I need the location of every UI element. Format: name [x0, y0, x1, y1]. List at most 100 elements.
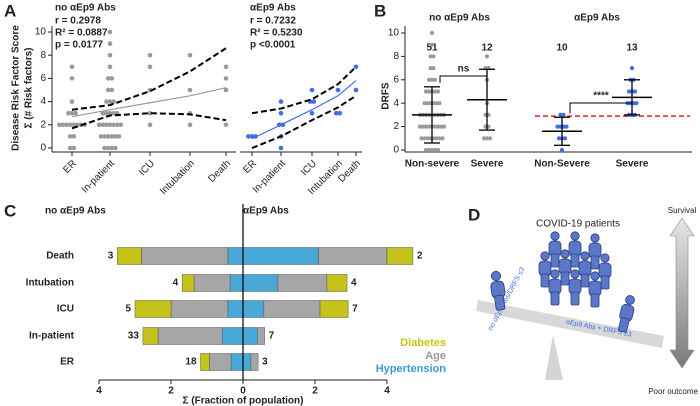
- data-point: [113, 134, 118, 139]
- x-tick-label: Severe: [616, 159, 649, 170]
- count-label: 10: [556, 43, 568, 54]
- bar-segment: [227, 300, 244, 318]
- data-point: [423, 89, 429, 94]
- data-point: [187, 87, 193, 93]
- data-point: [100, 122, 106, 128]
- data-point: [335, 87, 341, 93]
- person-legs: [617, 317, 630, 333]
- count-label: 5: [125, 304, 131, 315]
- person-head: [625, 295, 635, 305]
- y-axis-label: DRFS: [381, 82, 392, 110]
- data-point: [420, 124, 426, 129]
- bar-segment: [181, 274, 195, 292]
- data-point: [426, 147, 432, 153]
- data-point: [564, 124, 569, 129]
- data-point: [555, 124, 560, 129]
- person-icon: [588, 233, 602, 270]
- data-point: [437, 136, 442, 141]
- data-point: [481, 136, 487, 141]
- panel-label: C: [4, 201, 16, 220]
- stat-text: p = 0.0177: [55, 40, 104, 51]
- data-point: [487, 136, 493, 141]
- data-point: [562, 136, 568, 141]
- person-head: [600, 253, 610, 263]
- x-tick-label: ICU: [299, 158, 319, 178]
- data-point: [147, 64, 153, 70]
- y-tick-label: 10: [388, 28, 400, 39]
- y-tick-label: 4: [40, 96, 46, 107]
- data-point: [102, 145, 107, 151]
- data-point: [333, 110, 339, 116]
- x-tick-label: Intubation: [158, 158, 197, 197]
- person-head: [580, 251, 590, 261]
- y-tick-label: 4: [393, 98, 399, 109]
- data-point: [309, 87, 315, 93]
- data-point: [96, 122, 102, 128]
- bar-segment: [242, 353, 252, 371]
- x-tick-label: 4: [96, 386, 102, 397]
- data-point: [67, 122, 73, 128]
- data-point: [114, 122, 120, 128]
- bar-segment: [277, 274, 328, 292]
- data-point: [429, 42, 435, 47]
- data-point: [417, 124, 423, 129]
- count-label: 7: [352, 304, 358, 315]
- group-header: αEp9 Abs: [250, 3, 296, 14]
- data-point: [435, 89, 441, 94]
- bottom-label: Poor outcome: [648, 387, 698, 396]
- x-tick-label: In-patient: [80, 158, 117, 195]
- data-point: [105, 145, 111, 151]
- person-icon: [548, 231, 562, 268]
- data-point: [561, 112, 566, 117]
- y-tick-label: 8: [40, 50, 46, 61]
- data-point: [107, 52, 113, 58]
- data-point: [353, 64, 359, 70]
- y-tick-label: 2: [40, 119, 46, 130]
- data-point: [422, 101, 427, 106]
- data-point: [69, 76, 75, 81]
- data-point: [109, 76, 115, 81]
- category-label: Intubation: [26, 278, 74, 289]
- bar-segment: [257, 327, 265, 345]
- data-point: [105, 87, 111, 93]
- count-label: 4: [351, 278, 357, 289]
- data-point: [107, 110, 113, 116]
- data-point: [437, 101, 442, 106]
- data-point: [104, 99, 109, 104]
- group-header: αEp9 Abs: [574, 13, 620, 24]
- data-point: [423, 124, 429, 129]
- data-point: [432, 147, 438, 153]
- data-point: [626, 89, 632, 94]
- data-point: [111, 99, 116, 104]
- panel-label: D: [468, 205, 480, 224]
- fit-line: [251, 80, 357, 140]
- data-point: [116, 134, 122, 139]
- data-point: [100, 110, 106, 116]
- person-legs: [550, 291, 560, 306]
- bar-segment: [242, 274, 279, 292]
- panel-label: B: [374, 1, 386, 20]
- data-point: [426, 89, 432, 94]
- bar-segment: [221, 327, 244, 345]
- data-point: [432, 89, 438, 94]
- significance-bracket: [569, 102, 633, 114]
- person-icon: [538, 251, 552, 288]
- person-legs: [590, 255, 600, 270]
- category-label: In-patient: [29, 331, 75, 342]
- y-axis-label: Σ (# Risk factors): [24, 47, 35, 128]
- person-legs: [550, 253, 560, 268]
- data-point: [223, 76, 229, 81]
- x-tick-label: 4: [384, 386, 390, 397]
- count-label: 7: [269, 331, 275, 342]
- data-point: [107, 122, 113, 128]
- group-header: no αEp9 Abs: [45, 206, 106, 217]
- data-point: [484, 136, 490, 141]
- legend-entry: Diabetes: [400, 337, 446, 349]
- data-point: [429, 147, 435, 153]
- data-point: [223, 64, 229, 70]
- x-tick-label: 2: [312, 386, 318, 397]
- person-icon: [558, 249, 572, 286]
- seesaw-plank: [476, 300, 664, 348]
- data-point: [246, 134, 251, 139]
- data-point: [64, 122, 69, 128]
